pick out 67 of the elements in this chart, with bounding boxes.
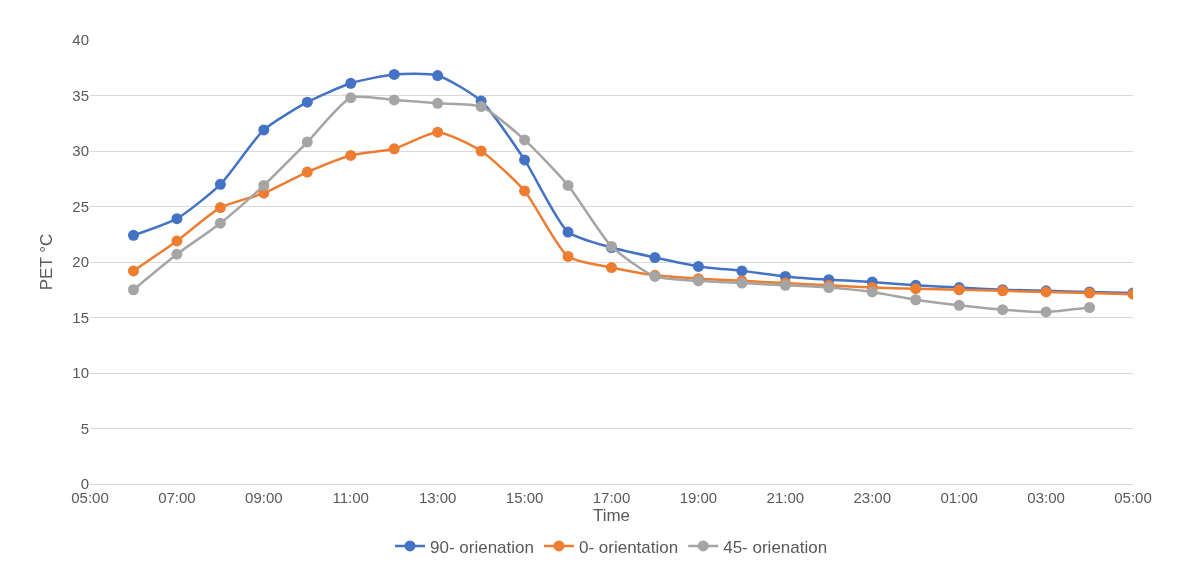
point [953,299,965,311]
point [475,145,487,157]
point [345,149,357,161]
legend-label: 0- orientation [578,537,679,557]
point [1084,302,1096,314]
point [388,68,400,80]
point [606,262,617,274]
point [388,143,400,155]
point [562,226,574,238]
point [258,179,270,191]
point [127,229,139,241]
point [171,235,183,247]
legend-label: 90- orienation [430,537,534,557]
point [127,284,139,296]
x-tick-label: 05:00 [1114,489,1152,506]
point [388,94,400,106]
point [1040,306,1052,318]
y-tick-label: 10 [72,364,89,382]
point [649,252,661,264]
x-tick-label: 23:00 [853,489,892,506]
point [127,265,139,277]
x-axis-title: Time [592,506,631,525]
x-tick-label: 11:00 [332,489,369,506]
x-tick-label: 19:00 [679,489,718,506]
point [214,202,226,214]
point [432,97,444,109]
x-tick-label: 03:00 [1027,489,1065,506]
point [214,178,226,190]
point [345,92,357,104]
x-tick-label: 09:00 [245,489,283,506]
y-tick-label: 20 [72,253,89,271]
point [171,248,183,260]
x-tick-label: 13:00 [418,489,457,506]
x-tick-label: 21:00 [766,489,805,506]
point [562,250,574,262]
point [562,179,574,191]
point [258,124,270,136]
y-tick-label: 40 [72,31,89,49]
y-tick-label: 25 [72,197,89,215]
x-tick-label: 01:00 [940,489,978,506]
point [736,265,748,277]
point [997,304,1009,316]
point [910,283,922,295]
y-tick-label: 35 [72,86,89,104]
point [301,166,313,178]
point [519,154,531,166]
y-tick-label: 30 [72,142,89,160]
point [866,286,878,298]
point [432,126,444,138]
point [345,77,357,89]
x-tick-label: 17:00 [592,489,631,506]
point [432,70,444,82]
y-tick-label: 15 [72,308,89,326]
point [301,136,313,148]
x-tick-label: 15:00 [505,489,544,506]
x-tick-label: 07:00 [158,489,196,506]
y-axis-title: PET °C [36,233,56,291]
point [171,213,183,225]
point [519,134,531,146]
legend-label: 45- orienation [723,537,828,557]
point [301,96,313,108]
point [910,294,922,306]
point [519,185,531,197]
point [475,101,487,113]
point [692,260,704,272]
point [214,217,226,229]
y-tick-label: 5 [80,419,89,437]
